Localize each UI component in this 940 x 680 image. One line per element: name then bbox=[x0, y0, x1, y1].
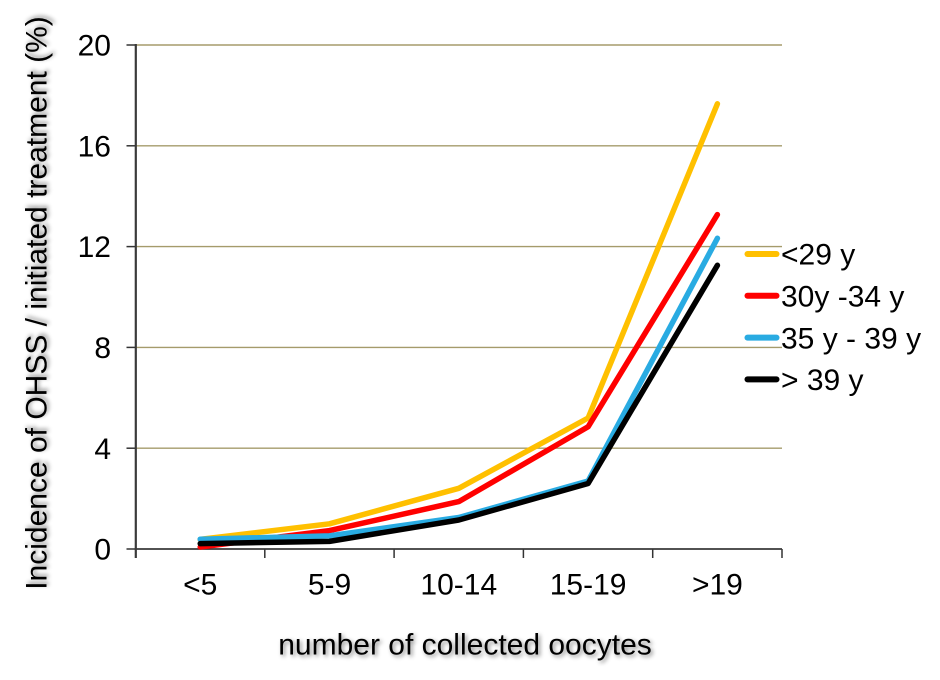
svg-text:Incidence of OHSS / initiated: Incidence of OHSS / initiated treatment … bbox=[21, 16, 54, 590]
svg-text:8: 8 bbox=[94, 332, 111, 365]
svg-text:30y -34 y: 30y -34 y bbox=[781, 281, 904, 314]
svg-text:0: 0 bbox=[94, 534, 111, 567]
svg-text:number of collected oocytes: number of collected oocytes bbox=[278, 628, 652, 661]
svg-text:16: 16 bbox=[78, 130, 111, 163]
svg-text:5-9: 5-9 bbox=[308, 569, 351, 602]
svg-text:20: 20 bbox=[78, 30, 111, 63]
svg-text:4: 4 bbox=[94, 433, 111, 466]
svg-text:> 39 y: > 39 y bbox=[781, 364, 864, 397]
svg-text:12: 12 bbox=[78, 231, 111, 264]
svg-text:>19: >19 bbox=[692, 569, 743, 602]
svg-text:<29 y: <29 y bbox=[781, 239, 855, 272]
svg-text:<5: <5 bbox=[183, 569, 217, 602]
svg-text:10-14: 10-14 bbox=[420, 569, 497, 602]
svg-text:35 y - 39 y: 35 y - 39 y bbox=[781, 322, 921, 355]
svg-text:15-19: 15-19 bbox=[550, 569, 627, 602]
